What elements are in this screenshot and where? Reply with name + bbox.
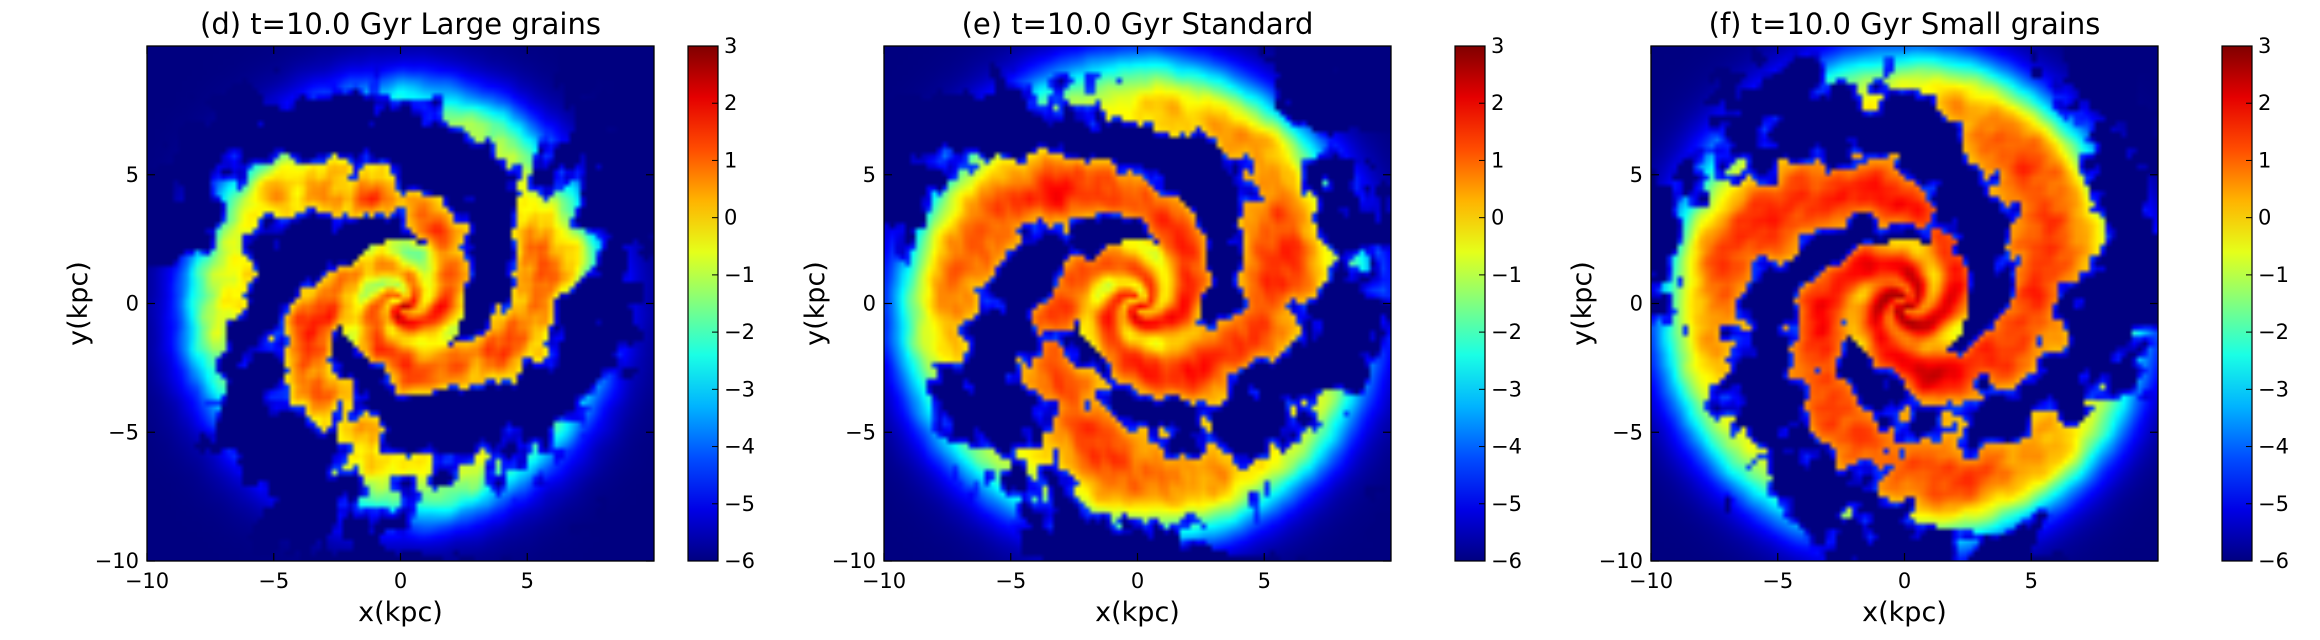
y-tick-label: 5 (126, 163, 139, 187)
colorbar-tick-label: 3 (2258, 34, 2271, 58)
colorbar-tick-label: −5 (2258, 492, 2289, 516)
x-tick-label: 5 (2025, 569, 2038, 593)
colorbar-tick-label: −5 (1491, 492, 1522, 516)
colorbar-tick-label: −2 (2258, 320, 2289, 344)
colorbar-tick-label: 2 (2258, 91, 2271, 115)
colorbar-tick-label: 0 (2258, 206, 2271, 230)
y-axis-label: y(kpc) (63, 261, 94, 346)
y-tick-label: −10 (1599, 549, 1643, 573)
colorbar-tick-label: 1 (724, 148, 737, 172)
colorbar-tick-label: −6 (1491, 549, 1522, 573)
chart-title: (f) t=10.0 Gyr Small grains (1709, 7, 2101, 41)
x-tick-label: −10 (125, 569, 169, 593)
colorbar-tick-label: −6 (724, 549, 755, 573)
y-tick-label: −5 (845, 420, 876, 444)
colorbar-tick-label: −4 (2258, 435, 2289, 459)
colorbar-tick-label: 2 (1491, 91, 1504, 115)
chart-title: (e) t=10.0 Gyr Standard (962, 7, 1314, 41)
colorbar (687, 45, 719, 562)
x-tick-label: −10 (1629, 569, 1673, 593)
colorbar-tick-label: 3 (724, 34, 737, 58)
x-tick-label: 0 (1131, 569, 1144, 593)
colorbar-tick-label: −6 (2258, 549, 2289, 573)
x-tick-label: −5 (1762, 569, 1793, 593)
colorbar-tick-label: 0 (1491, 206, 1504, 230)
y-axis-label: y(kpc) (1567, 261, 1598, 346)
colorbar-tick-label: −2 (724, 320, 755, 344)
x-axis-label: x(kpc) (1095, 597, 1180, 628)
colorbar-tick-label: −1 (2258, 263, 2289, 287)
colorbar-tick-label: 2 (724, 91, 737, 115)
heatmap-image (884, 46, 1391, 561)
chart-title: (d) t=10.0 Gyr Large grains (200, 7, 601, 41)
x-tick-label: 0 (1898, 569, 1911, 593)
y-tick-label: −5 (1612, 420, 1643, 444)
colorbar-tick-label: 3 (1491, 34, 1504, 58)
x-tick-label: −5 (995, 569, 1026, 593)
panel-2: (f) t=10.0 Gyr Small grains−10 −5 0 5−10−50… (1567, 7, 2289, 628)
colorbar-tick-label: −3 (2258, 377, 2289, 401)
heatmap-image (1651, 46, 2158, 561)
colorbar-tick-label: −4 (1491, 435, 1522, 459)
colorbar-tick-label: −2 (1491, 320, 1522, 344)
y-tick-label: 0 (1630, 292, 1643, 316)
x-tick-label: −10 (862, 569, 906, 593)
colorbar-tick-label: 1 (1491, 148, 1504, 172)
colorbar-tick-label: −3 (1491, 377, 1522, 401)
colorbar-tick-label: −3 (724, 377, 755, 401)
colorbar-tick-label: 0 (724, 206, 737, 230)
x-tick-label: 5 (1258, 569, 1271, 593)
x-tick-label: 0 (394, 569, 407, 593)
y-axis-label: y(kpc) (800, 261, 831, 346)
y-tick-label: 5 (863, 163, 876, 187)
colorbar-tick-label: −1 (724, 263, 755, 287)
y-tick-label: −10 (832, 549, 876, 573)
colorbar (1454, 45, 1486, 562)
x-tick-label: 5 (521, 569, 534, 593)
heatmap-image (147, 46, 654, 561)
panel-0: (d) t=10.0 Gyr Large grains−10 −5 0 5−10−50… (63, 7, 755, 628)
x-axis-label: x(kpc) (358, 597, 443, 628)
y-tick-label: 0 (126, 292, 139, 316)
colorbar-tick-label: 1 (2258, 148, 2271, 172)
y-tick-label: 0 (863, 292, 876, 316)
panel-1: (e) t=10.0 Gyr Standard−10 −5 0 5−10−505x(k… (800, 7, 1522, 628)
colorbar-tick-label: −4 (724, 435, 755, 459)
colorbar (2221, 45, 2253, 562)
x-axis-label: x(kpc) (1862, 597, 1947, 628)
y-tick-label: 5 (1630, 163, 1643, 187)
y-tick-label: −10 (95, 549, 139, 573)
colorbar-tick-label: −5 (724, 492, 755, 516)
colorbar-tick-label: −1 (1491, 263, 1522, 287)
y-tick-label: −5 (108, 420, 139, 444)
x-tick-label: −5 (258, 569, 289, 593)
